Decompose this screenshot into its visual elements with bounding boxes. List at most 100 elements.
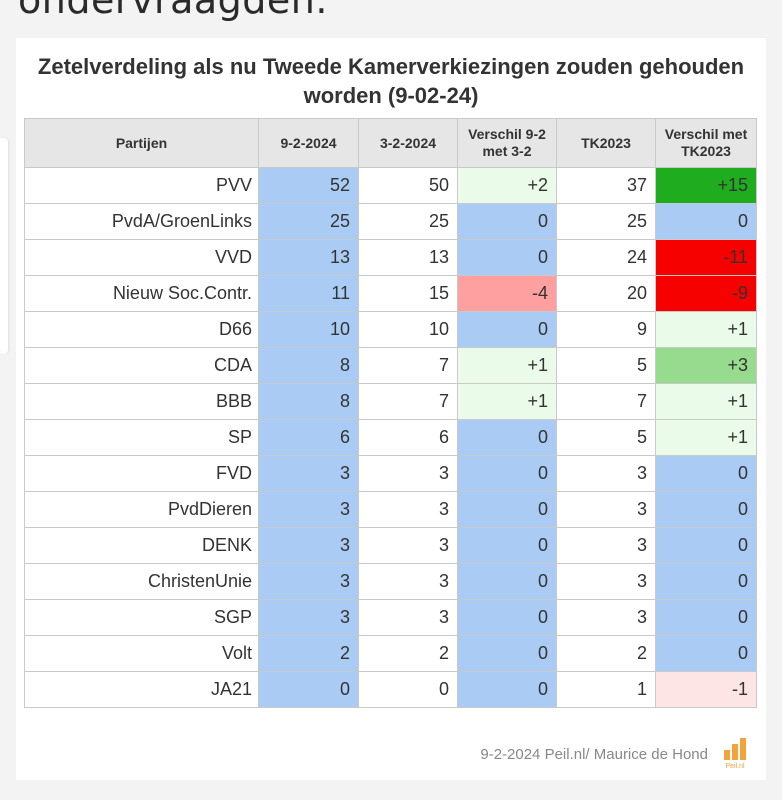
table-row: BBB 8 7 +1 7 +1: [24, 383, 757, 420]
seats-9-2-cell: 2: [258, 635, 359, 672]
party-name-cell: ChristenUnie: [24, 563, 259, 600]
diff-week-cell: +1: [457, 383, 557, 420]
seats-9-2-cell: 6: [258, 419, 359, 456]
seats-tk2023-cell: 7: [556, 383, 656, 420]
table-row: FVD 3 3 0 3 0: [24, 455, 757, 492]
seats-9-2-cell: 52: [258, 167, 359, 204]
seats-9-2-cell: 10: [258, 311, 359, 348]
diff-week-cell: 0: [457, 203, 557, 240]
seats-tk2023-cell: 3: [556, 491, 656, 528]
diff-tk2023-cell: -11: [655, 239, 757, 276]
party-name-cell: VVD: [24, 239, 259, 276]
seats-3-2-cell: 3: [358, 599, 458, 636]
seats-3-2-cell: 3: [358, 527, 458, 564]
seats-9-2-cell: 3: [258, 491, 359, 528]
diff-tk2023-cell: 0: [655, 491, 757, 528]
seats-tk2023-cell: 3: [556, 599, 656, 636]
diff-week-cell: 0: [457, 239, 557, 276]
table-row: JA21 0 0 0 1 -1: [24, 671, 757, 708]
party-name-cell: D66: [24, 311, 259, 348]
header-diff-tk2023: Verschil met TK2023: [655, 118, 757, 168]
seats-tk2023-cell: 24: [556, 239, 656, 276]
diff-week-cell: 0: [457, 455, 557, 492]
header-diff-week: Verschil 9-2 met 3-2: [457, 118, 557, 168]
diff-tk2023-cell: 0: [655, 563, 757, 600]
diff-week-cell: 0: [457, 599, 557, 636]
diff-tk2023-cell: -9: [655, 275, 757, 312]
party-name-cell: JA21: [24, 671, 259, 708]
seats-tk2023-cell: 5: [556, 347, 656, 384]
seats-9-2-cell: 0: [258, 671, 359, 708]
svg-text:Peil.nl: Peil.nl: [725, 763, 745, 770]
seats-3-2-cell: 0: [358, 671, 458, 708]
diff-tk2023-cell: 0: [655, 635, 757, 672]
seats-9-2-cell: 25: [258, 203, 359, 240]
source-credit: 9-2-2024 Peil.nl/ Maurice de Hond: [480, 746, 708, 763]
header-tk2023: TK2023: [556, 118, 656, 168]
side-panel-edge: [0, 138, 8, 354]
diff-tk2023-cell: +3: [655, 347, 757, 384]
header-date-3-2: 3-2-2024: [358, 118, 458, 168]
diff-tk2023-cell: +15: [655, 167, 757, 204]
table-row: SP 6 6 0 5 +1: [24, 419, 757, 456]
seats-9-2-cell: 8: [258, 383, 359, 420]
seats-3-2-cell: 6: [358, 419, 458, 456]
article-text-fragment: ondervraagden.: [18, 0, 328, 22]
seat-distribution-table: Partijen 9-2-2024 3-2-2024 Verschil 9-2 …: [24, 118, 757, 708]
seats-9-2-cell: 3: [258, 455, 359, 492]
seats-9-2-cell: 3: [258, 563, 359, 600]
table-row: VVD 13 13 0 24 -11: [24, 239, 757, 276]
diff-tk2023-cell: +1: [655, 419, 757, 456]
diff-tk2023-cell: 0: [655, 455, 757, 492]
diff-tk2023-cell: -1: [655, 671, 757, 708]
seats-9-2-cell: 3: [258, 527, 359, 564]
party-name-cell: SGP: [24, 599, 259, 636]
seats-tk2023-cell: 9: [556, 311, 656, 348]
diff-week-cell: +1: [457, 347, 557, 384]
party-name-cell: PvdDieren: [24, 491, 259, 528]
party-name-cell: SP: [24, 419, 259, 456]
seats-tk2023-cell: 20: [556, 275, 656, 312]
seats-3-2-cell: 3: [358, 491, 458, 528]
seats-tk2023-cell: 1: [556, 671, 656, 708]
header-row: Partijen 9-2-2024 3-2-2024 Verschil 9-2 …: [24, 118, 757, 168]
seats-tk2023-cell: 37: [556, 167, 656, 204]
table-row: Volt 2 2 0 2 0: [24, 635, 757, 672]
seats-3-2-cell: 3: [358, 455, 458, 492]
diff-week-cell: +2: [457, 167, 557, 204]
table-row: PVV 52 50 +2 37 +15: [24, 167, 757, 204]
seats-3-2-cell: 15: [358, 275, 458, 312]
diff-tk2023-cell: 0: [655, 527, 757, 564]
seats-3-2-cell: 7: [358, 383, 458, 420]
seats-3-2-cell: 50: [358, 167, 458, 204]
diff-week-cell: 0: [457, 527, 557, 564]
seats-3-2-cell: 25: [358, 203, 458, 240]
header-partijen: Partijen: [24, 118, 259, 168]
seats-3-2-cell: 13: [358, 239, 458, 276]
seats-9-2-cell: 3: [258, 599, 359, 636]
table-row: Nieuw Soc.Contr. 11 15 -4 20 -9: [24, 275, 757, 312]
table-row: D66 10 10 0 9 +1: [24, 311, 757, 348]
diff-week-cell: 0: [457, 311, 557, 348]
party-name-cell: FVD: [24, 455, 259, 492]
diff-week-cell: 0: [457, 671, 557, 708]
seats-3-2-cell: 10: [358, 311, 458, 348]
party-name-cell: DENK: [24, 527, 259, 564]
party-name-cell: CDA: [24, 347, 259, 384]
table-title: Zetelverdeling als nu Tweede Kamerverkie…: [37, 54, 745, 108]
seats-tk2023-cell: 5: [556, 419, 656, 456]
diff-tk2023-cell: 0: [655, 599, 757, 636]
diff-week-cell: 0: [457, 635, 557, 672]
seats-tk2023-cell: 3: [556, 563, 656, 600]
seats-9-2-cell: 11: [258, 275, 359, 312]
party-name-cell: Nieuw Soc.Contr.: [24, 275, 259, 312]
table-row: PvdDieren 3 3 0 3 0: [24, 491, 757, 528]
peil-logo: Peil.nl: [724, 738, 746, 770]
seats-3-2-cell: 2: [358, 635, 458, 672]
seats-3-2-cell: 3: [358, 563, 458, 600]
diff-week-cell: 0: [457, 419, 557, 456]
diff-week-cell: 0: [457, 491, 557, 528]
seats-tk2023-cell: 3: [556, 527, 656, 564]
seats-9-2-cell: 13: [258, 239, 359, 276]
table-row: PvdA/GroenLinks 25 25 0 25 0: [24, 203, 757, 240]
